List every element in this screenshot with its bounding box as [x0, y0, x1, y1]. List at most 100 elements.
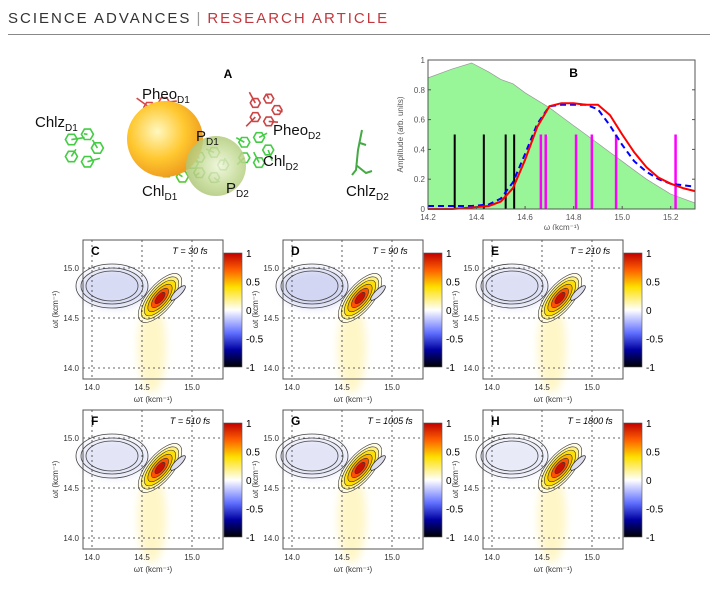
waiting-time-label: T = 90 fs — [372, 246, 408, 256]
label-subscript: D1 — [177, 95, 190, 106]
map-ytick-label: 15.0 — [263, 264, 279, 273]
label-pheo-d2: PheoD2 — [273, 122, 321, 142]
waiting-time-label: T = 1005 fs — [367, 416, 413, 426]
b-ytick-label: 0 — [421, 205, 426, 214]
map-ytick-label: 14.0 — [463, 534, 479, 543]
map-frame — [282, 409, 424, 550]
panel-g-2d-map: 14.0 14.5 15.0 14.0 14.5 15.0 ωτ (kcm⁻¹) ωt (kc… — [251, 409, 464, 574]
map-xtick-label: 14.0 — [284, 383, 300, 392]
colorbar-tick-label: 1 — [646, 249, 652, 260]
cross-peak — [370, 455, 386, 471]
negative-contour — [475, 433, 549, 479]
panel-b-chart: 14.2 14.4 14.6 14.8 15.0 15.2 0 0.2 0.4 0.6 0.8 1 ω … — [396, 56, 696, 230]
colorbar-tick-label: -1 — [446, 363, 455, 374]
label-subscript: D2 — [286, 162, 299, 173]
negative-contour — [85, 440, 139, 472]
map-y-axis-label: ωt (kcm⁻¹) — [451, 460, 460, 498]
panel-letter: F — [91, 414, 98, 428]
faint-positive-streak — [138, 473, 166, 563]
map-ytick-label: 15.0 — [63, 434, 79, 443]
b-xtick-label: 14.8 — [566, 213, 582, 222]
positive-peak — [537, 443, 583, 493]
panel-letter: H — [491, 414, 500, 428]
map-xtick-label: 15.0 — [384, 553, 400, 562]
colorbar-tick-label: 1 — [446, 419, 452, 430]
panel-e-2d-map: 14.0 14.5 15.0 14.0 14.5 15.0 ωτ (kcm⁻¹) ωt (kc… — [451, 239, 664, 404]
colorbar-tick-label: -1 — [646, 363, 655, 374]
map-ytick-label: 14.0 — [463, 364, 479, 373]
colorbar-tick-label: -0.5 — [446, 505, 464, 516]
negative-contour — [480, 437, 544, 475]
label-main: Chl — [263, 153, 286, 170]
negative-contour — [275, 433, 349, 479]
b-ytick-label: 0.4 — [414, 145, 426, 154]
map-xtick-label: 14.5 — [134, 383, 150, 392]
cross-peak — [570, 285, 586, 301]
map-ytick-label: 15.0 — [463, 264, 479, 273]
label-chlz-d2: ChlzD2 — [346, 183, 389, 203]
map-xtick-label: 15.0 — [584, 383, 600, 392]
map-xtick-label: 14.0 — [484, 553, 500, 562]
p-d1-sphere — [127, 101, 203, 177]
colorbar-tick-label: 1 — [446, 249, 452, 260]
map-xtick-label: 14.5 — [534, 383, 550, 392]
map-frame — [482, 239, 624, 380]
colorbar-tick-label: -1 — [246, 533, 255, 544]
colorbar-tick-label: 0 — [446, 476, 452, 487]
colorbar-tick-label: 0.5 — [246, 278, 260, 289]
map-ytick-label: 15.0 — [463, 434, 479, 443]
colorbar — [423, 422, 443, 538]
map-xtick-label: 14.5 — [334, 383, 350, 392]
map-ytick-label: 14.5 — [63, 484, 79, 493]
label-main: Pheo — [142, 86, 177, 103]
colorbar-tick-label: 0 — [646, 306, 652, 317]
map-frame — [482, 409, 624, 550]
colorbar-tick-label: 1 — [246, 419, 252, 430]
colorbar-tick-label: -0.5 — [246, 335, 264, 346]
b-xtick-label: 15.2 — [663, 213, 679, 222]
map-y-axis-label: ωt (kcm⁻¹) — [451, 290, 460, 328]
article-type: RESEARCH ARTICLE — [207, 10, 390, 27]
cross-peak — [170, 455, 186, 471]
map-xtick-label: 15.0 — [584, 553, 600, 562]
label-chl-d2: ChlD2 — [263, 153, 299, 173]
colorbar-tick-label: -0.5 — [646, 505, 664, 516]
negative-contour — [75, 263, 149, 309]
colorbar-tick-label: -0.5 — [246, 505, 264, 516]
panel-f-2d-map: 14.0 14.5 15.0 14.0 14.5 15.0 ωτ (kcm⁻¹) ωt (kc… — [51, 409, 264, 574]
colorbar-tick-label: 0 — [646, 476, 652, 487]
map-xtick-label: 14.0 — [284, 553, 300, 562]
panel-letter: D — [291, 244, 300, 258]
map-ytick-label: 14.0 — [63, 364, 79, 373]
colorbar-tick-label: -1 — [646, 533, 655, 544]
b-xtick-label: 15.0 — [614, 213, 630, 222]
panel-letter: E — [491, 244, 499, 258]
map-xtick-label: 15.0 — [384, 383, 400, 392]
colorbar — [423, 252, 443, 368]
label-subscript: D2 — [376, 192, 389, 203]
negative-contour — [275, 263, 349, 309]
panel-d-2d-map: 14.0 14.5 15.0 14.0 14.5 15.0 ωτ (kcm⁻¹) ωt (kc… — [251, 239, 464, 404]
label-main: Chl — [142, 183, 165, 200]
map-ytick-label: 14.0 — [63, 534, 79, 543]
colorbar-tick-label: -1 — [446, 533, 455, 544]
negative-contour — [485, 440, 539, 472]
colorbar-tick-label: 0.5 — [446, 278, 460, 289]
colorbar — [223, 252, 243, 368]
colorbar-tick-label: -1 — [246, 363, 255, 374]
b-ytick-label: 0.8 — [414, 86, 426, 95]
map-y-axis-label: ωt (kcm⁻¹) — [51, 460, 60, 498]
label-main: P — [196, 128, 206, 145]
p-d2-sphere — [186, 136, 246, 196]
panel-letter: C — [91, 244, 100, 258]
label-main: Chlz — [346, 183, 376, 200]
label-subscript: D2 — [236, 189, 249, 200]
panel-h-2d-map: 14.0 14.5 15.0 14.0 14.5 15.0 ωτ (kcm⁻¹) ωt (kc… — [451, 409, 664, 574]
faint-positive-streak — [338, 303, 366, 393]
panel-letter: G — [291, 414, 300, 428]
negative-contour — [280, 267, 344, 305]
map-xtick-label: 14.5 — [534, 553, 550, 562]
colorbar-tick-label: -0.5 — [446, 335, 464, 346]
negative-contour — [480, 267, 544, 305]
label-main: P — [226, 180, 236, 197]
